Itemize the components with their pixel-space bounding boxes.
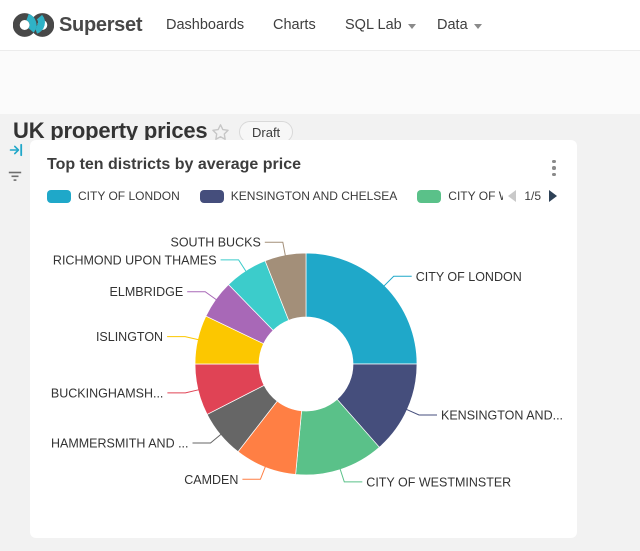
caret-right-icon[interactable]	[549, 190, 557, 202]
pie-label-line	[220, 259, 247, 272]
pie-label: ISLINGTON	[96, 330, 163, 344]
legend-item-kensington-and-chelsea[interactable]: KENSINGTON AND CHELSEA	[199, 189, 397, 203]
kebab-menu-icon[interactable]	[547, 157, 561, 179]
legend-page-indicator: 1/5	[524, 189, 541, 203]
nav-item-data[interactable]: Data	[437, 0, 482, 50]
pie-label: BUCKINGHAMSH...	[51, 386, 164, 400]
pie-label-line	[339, 468, 363, 483]
pie-slice-south-bucks[interactable]	[264, 252, 307, 321]
caret-left-icon[interactable]	[508, 190, 517, 202]
star-icon[interactable]	[211, 123, 230, 142]
pie-label-line	[383, 275, 412, 287]
pie-label: CAMDEN	[184, 473, 238, 487]
superset-infinity-logo-icon	[13, 13, 54, 37]
pie-label-line	[187, 291, 217, 301]
brand-name: Superset	[59, 13, 143, 36]
legend-swatch	[199, 189, 224, 203]
pie-label-line	[264, 241, 286, 256]
pie-slice-city-of-london[interactable]	[305, 252, 418, 365]
pie-label-line	[167, 336, 199, 341]
legend-item-city-of-london[interactable]: CITY OF LONDON	[47, 189, 180, 203]
legend-swatch	[417, 189, 442, 203]
chart-card: Top ten districts by average price CITY …	[30, 140, 577, 538]
legend-pager: 1/5	[503, 186, 557, 206]
chart-legend: CITY OF LONDON KENSINGTON AND CHELSEA CI…	[47, 186, 547, 206]
chevron-down-icon	[407, 23, 416, 29]
pie-label-line	[242, 466, 266, 480]
legend-swatch	[47, 189, 71, 203]
nav-item-sql-lab[interactable]: SQL Lab	[345, 0, 416, 50]
chart-title: Top ten districts by average price	[47, 156, 302, 173]
nav-item-dashboards[interactable]: Dashboards	[166, 17, 245, 33]
nav-item-charts[interactable]: Charts	[273, 17, 316, 33]
pie-label: CITY OF LONDON	[416, 270, 522, 284]
pie-label-line	[192, 433, 222, 444]
pie-label: HAMMERSMITH AND ...	[51, 437, 189, 451]
page-title: UK property prices	[13, 118, 208, 143]
pie-label: RICHMOND UPON THAMES	[53, 253, 217, 267]
filter-lines-icon[interactable]	[7, 168, 23, 184]
dashboard-header: UK property prices Draft	[0, 50, 640, 143]
pie-label: ELMBRIDGE	[110, 285, 184, 299]
expand-filter-bar-icon[interactable]	[8, 142, 24, 158]
pie-label-line	[167, 389, 200, 394]
top-navbar: Superset Dashboards Charts SQL Lab Data	[0, 0, 640, 51]
chevron-down-icon	[473, 23, 482, 29]
status-badge: Draft	[239, 121, 294, 143]
donut-chart: CITY OF LONDON KENSINGTON AND... CITY OF W…	[51, 236, 563, 490]
pie-label: KENSINGTON AND...	[441, 409, 563, 423]
pie-label: SOUTH BUCKS	[171, 236, 261, 250]
pie-label: CITY OF WESTMINSTER	[366, 475, 511, 489]
pie-label-line	[406, 408, 437, 416]
superset-logo[interactable]: Superset	[13, 9, 142, 41]
